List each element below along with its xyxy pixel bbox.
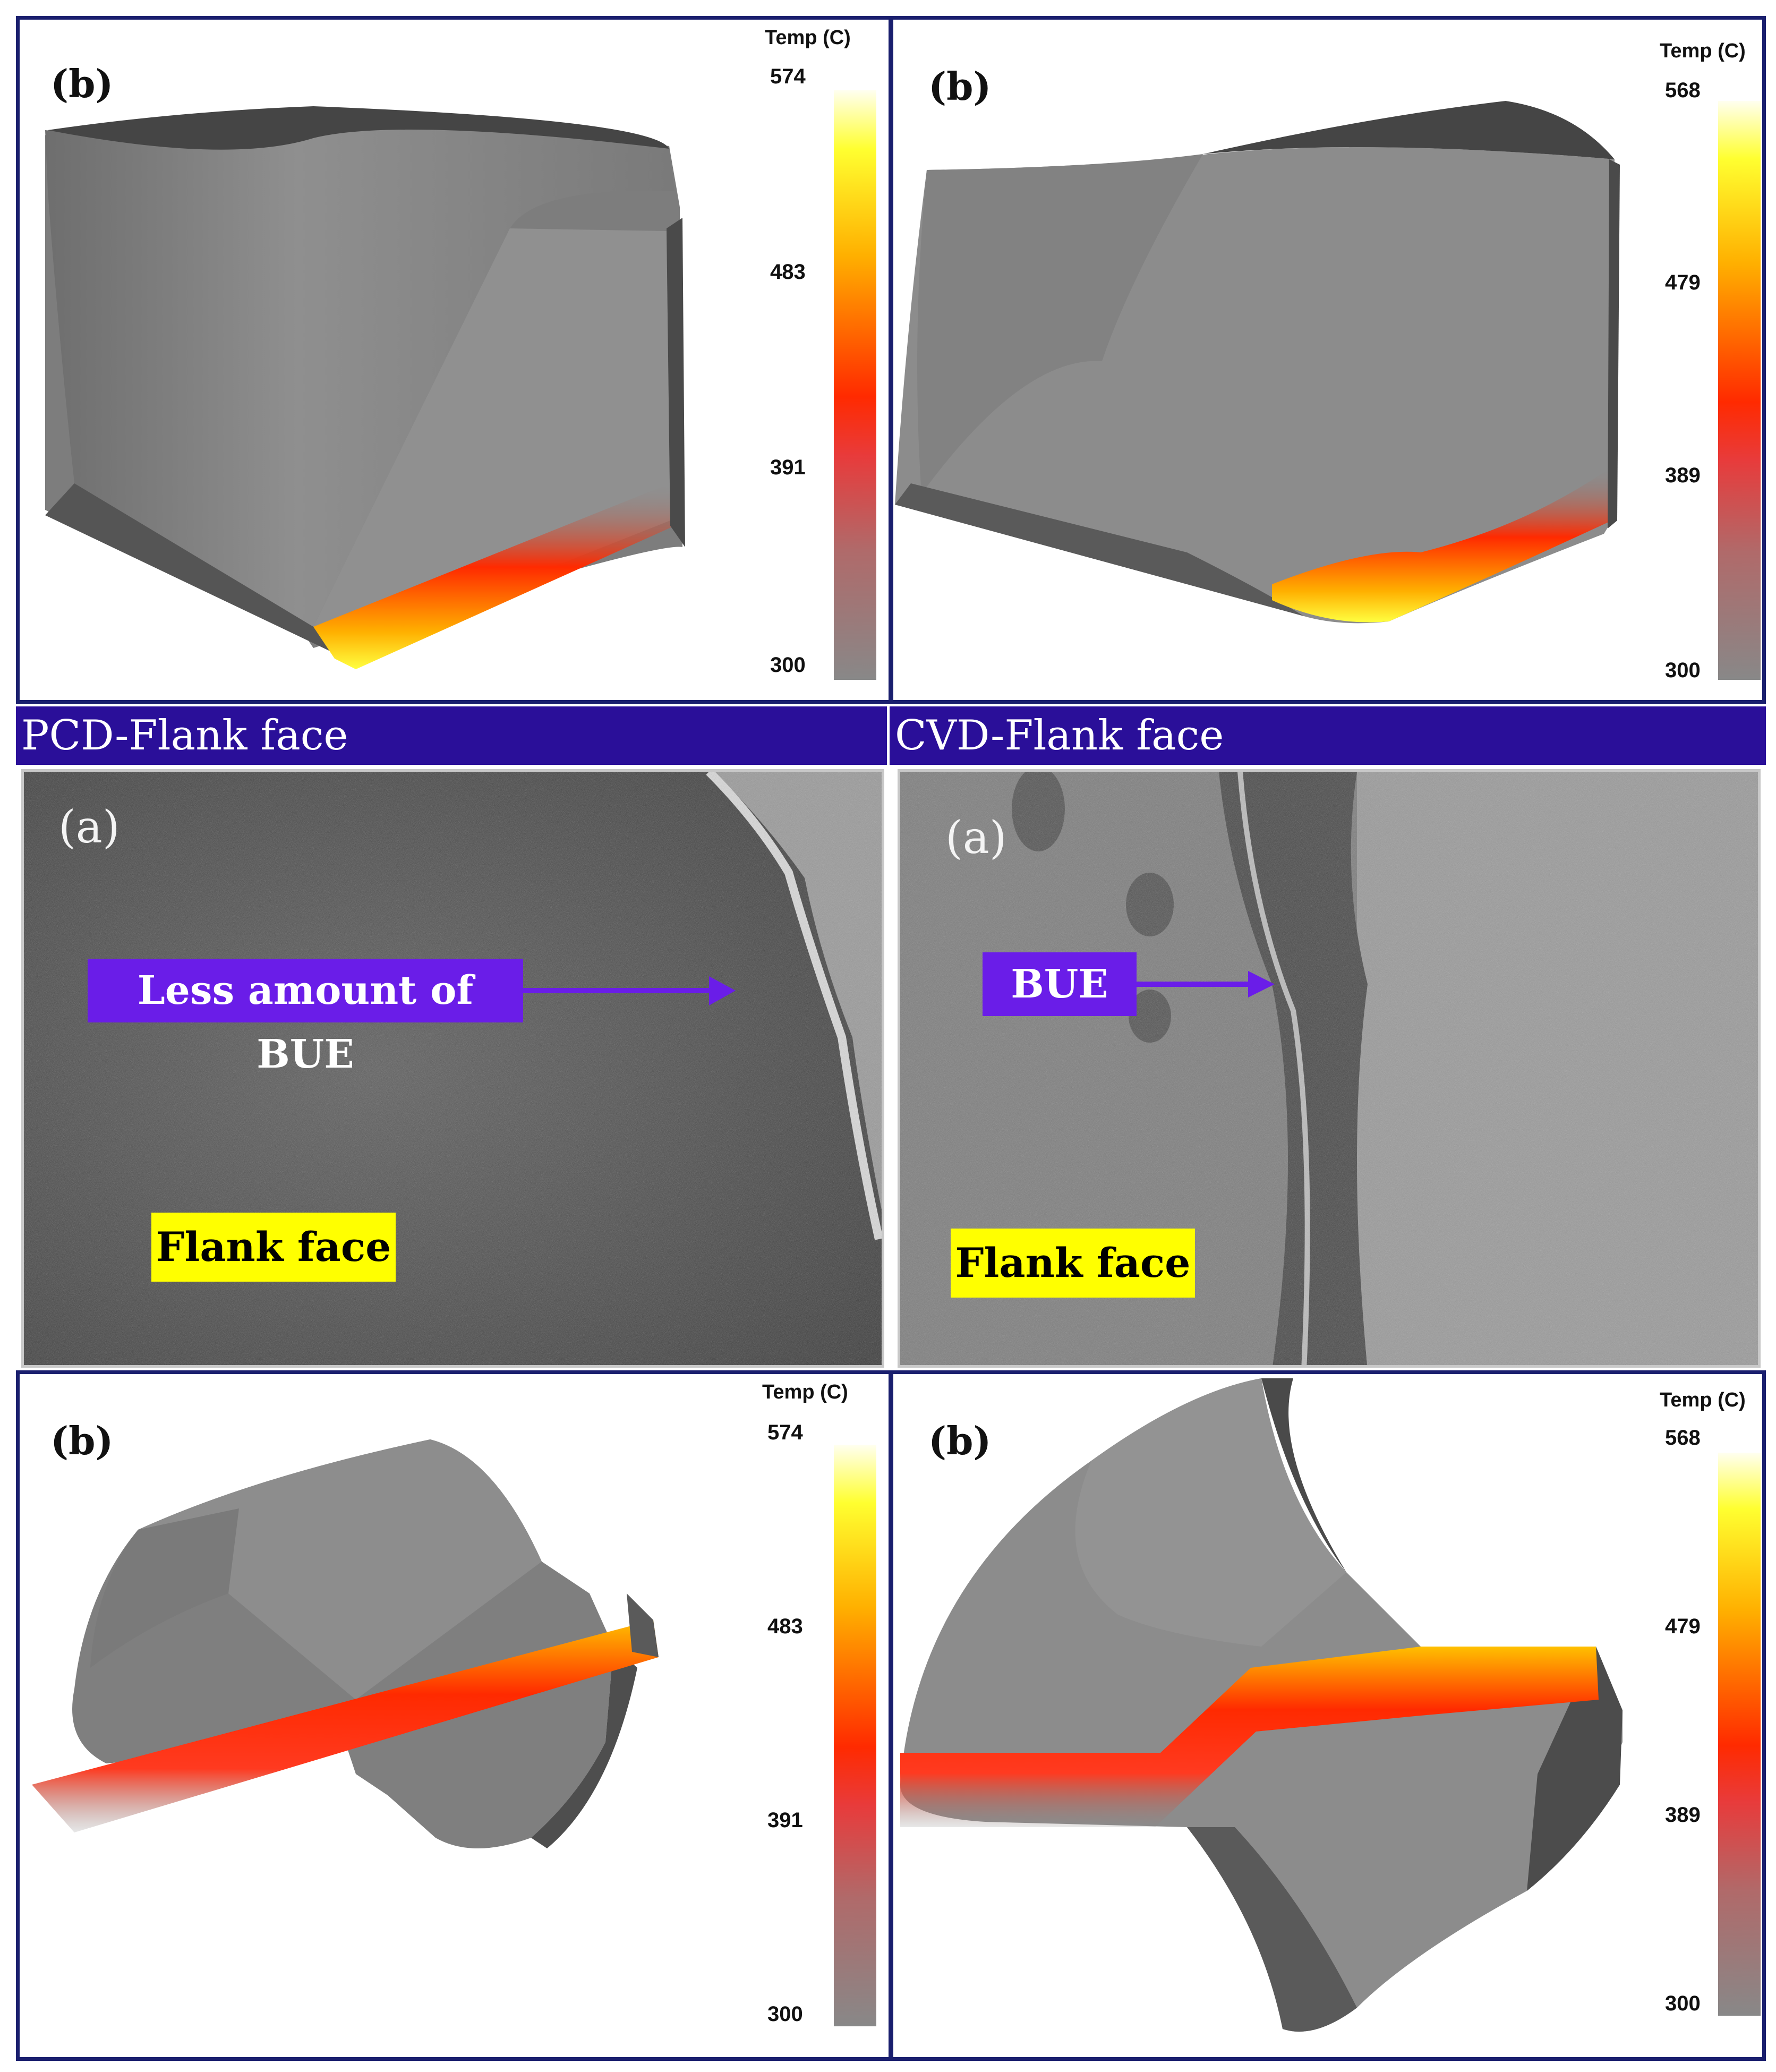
colorbar-bottom-right (1718, 1453, 1761, 2016)
cvd-sem-label: (a) (945, 812, 1007, 864)
colorbar-tick: 483 (767, 1615, 803, 1638)
panel-label-bottom-right: (b) (928, 1418, 992, 1463)
pcd-tool-drill-render (32, 1439, 659, 1848)
cvd-bue-callout: BUE (983, 952, 1137, 1016)
colorbar-title-top-right: Temp (C) (1660, 40, 1746, 62)
colorbar-tick: 389 (1665, 1803, 1701, 1827)
pcd-bue-callout: Less amount of BUE (88, 959, 523, 1077)
panel-top-right (890, 16, 1766, 704)
colorbar-tick: 483 (770, 260, 806, 284)
pcd-flank-face-label: Flank face (151, 1213, 396, 1282)
panel-label-bottom-left: (b) (50, 1418, 114, 1463)
colorbar-tick: 568 (1665, 1426, 1701, 1449)
pcd-bue-arrow (523, 976, 736, 1005)
panel-bottom-right (890, 1370, 1766, 2061)
pcd-sem-image: (a) Less amount of BUE Flank face (21, 769, 884, 1368)
colorbar-tick: 389 (1665, 464, 1701, 487)
colorbar-tick: 391 (767, 1809, 803, 1832)
cvd-header: CVD-Flank face (890, 706, 1766, 765)
colorbar-tick: 300 (1665, 1992, 1701, 2015)
pcd-sem-label: (a) (58, 801, 120, 853)
colorbar-title-bottom-left: Temp (C) (762, 1381, 848, 1403)
colorbar-top-left (834, 90, 876, 680)
colorbar-tick: 574 (770, 65, 806, 88)
colorbar-tick: 300 (767, 2002, 803, 2026)
panel-label-top-right: (b) (928, 64, 992, 109)
colorbar-title-top-left: Temp (C) (765, 27, 851, 49)
colorbar-tick: 300 (770, 653, 806, 677)
colorbar-tick: 300 (1665, 659, 1701, 682)
panel-label-top-left: (b) (50, 61, 114, 106)
pcd-tool-rake-render (45, 106, 685, 669)
cvd-bue-arrow (1137, 971, 1275, 997)
colorbar-tick: 568 (1665, 79, 1701, 102)
colorbar-tick: 479 (1665, 1615, 1701, 1638)
pcd-header: PCD-Flank face (16, 706, 887, 765)
colorbar-title-bottom-right: Temp (C) (1660, 1389, 1746, 1411)
colorbar-top-right (1718, 101, 1761, 680)
cvd-sem-texture (900, 772, 1758, 1365)
cvd-sem-image: (a) BUE Flank face (898, 769, 1761, 1368)
colorbar-tick: 479 (1665, 271, 1701, 294)
cvd-tool-rake-render (895, 101, 1620, 624)
colorbar-tick: 574 (767, 1421, 803, 1444)
cvd-tool-drill-render (900, 1378, 1623, 2032)
cvd-flank-face-label: Flank face (951, 1229, 1195, 1298)
colorbar-tick: 391 (770, 456, 806, 479)
colorbar-bottom-left (834, 1445, 876, 2026)
